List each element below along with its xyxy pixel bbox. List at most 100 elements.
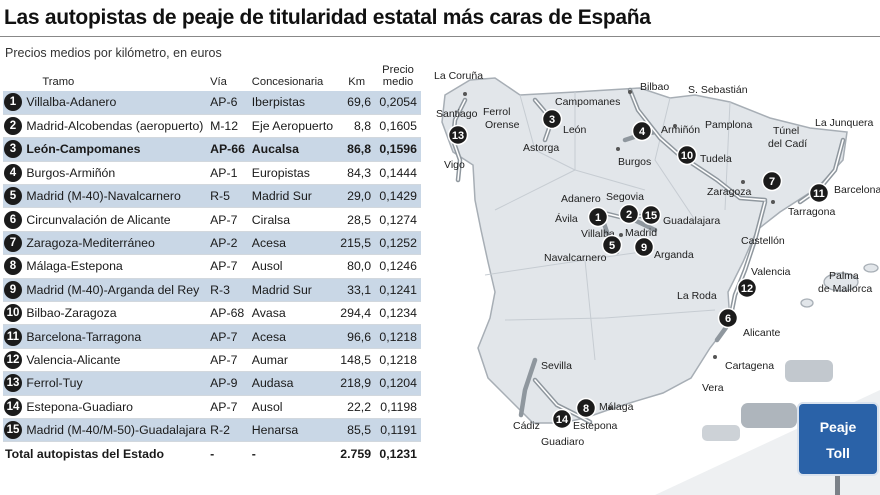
header-via: Vía — [210, 76, 227, 88]
map-marker-13: 13 — [447, 124, 469, 146]
svg-text:5: 5 — [609, 240, 615, 252]
header-precio-line1: Precio — [382, 64, 414, 76]
concesionaria-cell: Aucalsa — [249, 137, 339, 162]
map-label-campomanes: Campomanes — [555, 96, 620, 108]
table-row: 7 Zaragoza-Mediterráneo AP-2 Acesa 215,5 0,12… — [3, 231, 421, 256]
km-cell: 22,2 — [338, 395, 376, 419]
sign-line-toll: Toll — [826, 445, 850, 461]
via-cell: R-5 — [208, 184, 250, 209]
menorca-island — [863, 263, 879, 273]
km-cell: 29,0 — [338, 184, 376, 209]
table-row: 10 Bilbao-Zaragoza AP-68 Avasa 294,4 0,1234 — [3, 301, 421, 326]
map-label-bilbao: Bilbao — [640, 81, 669, 93]
map-label-alicante: Alicante — [743, 327, 781, 339]
rank-cell: 10 — [3, 301, 25, 326]
rank-cell: 13 — [3, 371, 25, 396]
map-marker-7: 7 — [761, 170, 783, 192]
tramo-cell: Bilbao-Zaragoza — [24, 301, 209, 326]
svg-text:4: 4 — [639, 126, 646, 138]
via-cell: AP-66 — [208, 137, 250, 162]
svg-text:9: 9 — [641, 242, 647, 254]
svg-text:2: 2 — [626, 209, 632, 221]
rank-badge: 1 — [4, 93, 22, 112]
via-cell: AP-7 — [208, 395, 250, 419]
via-cell: AP-68 — [208, 301, 250, 326]
car-decoration — [702, 425, 740, 441]
rank-cell: 5 — [3, 184, 25, 209]
map-label-tunel-del-cadi-2: del Cadí — [768, 138, 807, 150]
table-row: 6 Circunvalación de Alicante AP-7 Ciralsa 28… — [3, 207, 421, 232]
rank-cell: 2 — [3, 114, 25, 139]
tramo-cell: Madrid-Alcobendas (aeropuerto) — [24, 114, 209, 139]
via-cell: AP-7 — [208, 348, 250, 373]
table-row: 15 Madrid (M-40/M-50)-Guadalajara R-2 Henar… — [3, 418, 421, 443]
rank-cell: 6 — [3, 207, 25, 232]
km-cell: 84,3 — [338, 161, 376, 186]
rank-badge: 2 — [4, 117, 22, 136]
map-label-santiago: Santiago — [436, 108, 478, 120]
tramo-cell: Zaragoza-Mediterráneo — [24, 231, 209, 256]
concesionaria-cell: Ausol — [249, 395, 339, 419]
rank-badge: 4 — [4, 163, 22, 182]
map-label-sevilla: Sevilla — [541, 360, 572, 372]
map-marker-10: 10 — [676, 144, 698, 166]
total-via: - — [208, 441, 250, 466]
precio-cell: 0,1218 — [375, 324, 421, 349]
via-cell: M-12 — [208, 114, 250, 139]
via-cell: AP-7 — [208, 254, 250, 279]
map-label-guadiaro: Guadiaro — [541, 436, 584, 448]
tramo-cell: Circunvalación de Alicante — [24, 207, 209, 232]
via-cell: R-2 — [208, 418, 250, 443]
tramo-cell: Villalba-Adanero — [24, 91, 209, 115]
mallorca-island — [823, 272, 859, 292]
km-cell: 148,5 — [338, 348, 376, 373]
map-label-burgos: Burgos — [618, 156, 651, 168]
spain-toll-map: La Coruña Ferrol Santiago Orense Vigo Ca… — [434, 70, 880, 495]
map-label-barcelona: Barcelona — [834, 184, 880, 196]
tramo-cell: Barcelona-Tarragona — [24, 324, 209, 349]
concesionaria-cell: Avasa — [249, 301, 339, 326]
rank-badge: 12 — [4, 350, 22, 369]
map-label-madrid: Madrid — [625, 227, 657, 239]
svg-text:12: 12 — [741, 283, 753, 295]
ibiza-island — [800, 298, 814, 308]
map-label-s-sebastian: S. Sebastián — [688, 84, 748, 96]
table-header-row: Tramo Vía Concesionaria Km Precio medio — [3, 64, 421, 91]
rank-cell: 11 — [3, 324, 25, 349]
map-marker-11: 11 — [808, 182, 830, 204]
table-row: 11 Barcelona-Tarragona AP-7 Acesa 96,6 0,1218 — [3, 324, 421, 349]
precio-cell: 0,1605 — [375, 114, 421, 139]
km-cell: 86,8 — [338, 137, 376, 162]
rank-badge: 8 — [4, 257, 22, 276]
precio-cell: 0,1429 — [375, 184, 421, 209]
map-label-tudela: Tudela — [700, 153, 732, 165]
map-label-malaga: Málaga — [599, 401, 634, 413]
via-cell: AP-1 — [208, 161, 250, 186]
map-label-la-roda: La Roda — [677, 290, 717, 302]
map-label-castellon: Castellón — [741, 235, 785, 247]
rank-cell: 3 — [3, 137, 25, 162]
header-precio-line2: medio — [382, 76, 414, 88]
table-row: 1 Villalba-Adanero AP-6 Iberpistas 69,6 0,205… — [3, 91, 421, 115]
peaje-toll-sign: Peaje Toll — [797, 402, 879, 495]
concesionaria-cell: Madrid Sur — [249, 184, 339, 209]
map-label-cartagena: Cartagena — [725, 360, 774, 372]
rank-cell: 4 — [3, 161, 25, 186]
concesionaria-cell: Acesa — [249, 231, 339, 256]
map-label-pamplona: Pamplona — [705, 119, 752, 131]
table-row: 5 Madrid (M-40)-Navalcarnero R-5 Madrid Sur… — [3, 184, 421, 209]
map-label-astorga: Astorga — [523, 142, 559, 154]
km-cell: 218,9 — [338, 371, 376, 396]
total-label: Total autopistas del Estado — [3, 441, 209, 466]
km-cell: 28,5 — [338, 207, 376, 232]
km-cell: 33,1 — [338, 278, 376, 303]
tramo-cell: Málaga-Estepona — [24, 254, 209, 279]
map-label-estepona: Estepona — [573, 420, 618, 432]
map-label-arganda: Arganda — [654, 249, 694, 261]
table-row: 13 Ferrol-Tuy AP-9 Audasa 218,9 0,1204 — [3, 371, 421, 396]
rank-cell: 9 — [3, 278, 25, 303]
total-km: 2.759 — [338, 441, 376, 466]
km-cell: 215,5 — [338, 231, 376, 256]
svg-text:7: 7 — [769, 176, 775, 188]
rank-badge: 6 — [4, 210, 22, 229]
